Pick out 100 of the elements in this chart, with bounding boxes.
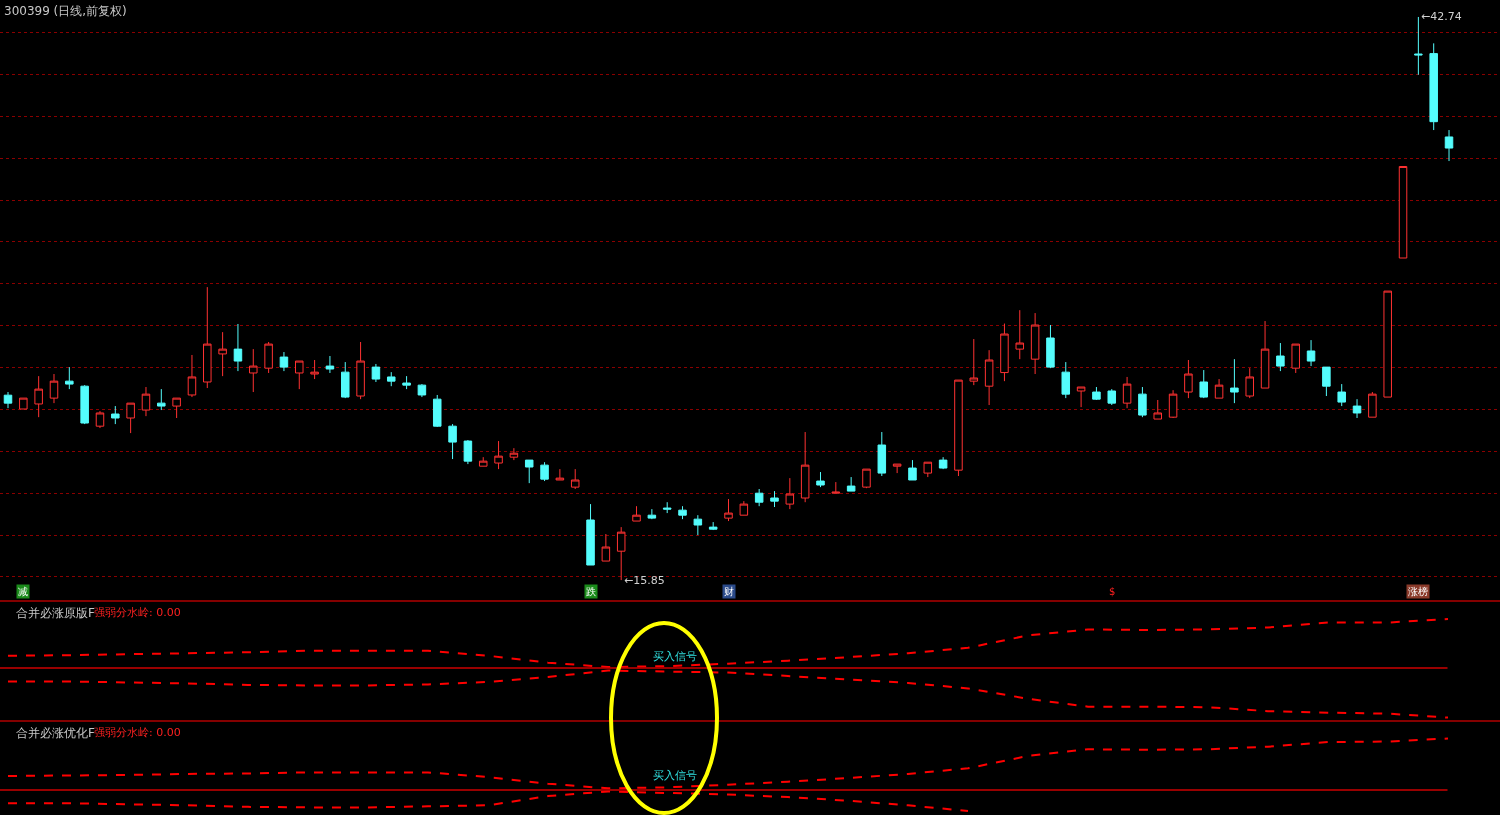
candlestick [34, 375, 43, 418]
candlestick [233, 323, 243, 372]
annotation: ←15.85 [624, 574, 665, 587]
candlestick [908, 459, 917, 481]
annotation: $ [1109, 586, 1116, 597]
candlestick [1444, 129, 1454, 162]
candlestick [371, 363, 381, 383]
candlestick [65, 366, 74, 390]
candlestick [954, 379, 963, 477]
candlestick [279, 351, 289, 372]
candlestick [478, 456, 488, 467]
annotation: 减 [18, 586, 28, 597]
candlestick [1138, 386, 1147, 418]
candlestick [1153, 399, 1163, 420]
candlestick [1184, 359, 1193, 399]
candlestick [157, 388, 166, 411]
candlestick [141, 386, 151, 417]
candlestick [1061, 361, 1071, 399]
candlestick [80, 384, 89, 425]
candlestick [172, 397, 181, 419]
candlestick [1015, 309, 1025, 360]
candlestick [494, 440, 503, 470]
candlestick [739, 500, 749, 516]
candlestick [1337, 383, 1346, 407]
candlestick [632, 505, 641, 522]
candlestick [95, 410, 105, 429]
candlestick [264, 341, 273, 374]
candlestick [616, 526, 626, 581]
chart-title: 合并必涨原版F [16, 606, 95, 620]
candlestick [524, 459, 534, 484]
candlestick [800, 431, 810, 503]
candlestick [463, 439, 473, 465]
candlestick [1291, 343, 1300, 374]
candlestick [1000, 323, 1009, 382]
candlestick [570, 468, 580, 490]
candlestick [295, 360, 304, 390]
candlestick [1168, 389, 1178, 419]
candlestick [432, 394, 442, 428]
candlestick [3, 391, 13, 409]
candlestick [1368, 391, 1377, 418]
candlestick [555, 468, 565, 481]
annotation: 涨榜 [1408, 586, 1428, 597]
candlestick [1230, 358, 1239, 404]
candlestick [877, 431, 887, 477]
annotation: 买入信号 [653, 650, 697, 663]
candlestick [1122, 376, 1132, 409]
candlestick [386, 371, 396, 387]
candlestick [938, 456, 948, 470]
candlestick [325, 355, 335, 374]
candlestick [1199, 369, 1208, 399]
candlestick [693, 514, 703, 536]
candlestick [586, 503, 595, 566]
candlestick [49, 373, 59, 404]
candlestick [448, 423, 457, 460]
chart-title: 300399 (日线,前复权) [4, 4, 127, 18]
annotation: 跌 [586, 586, 596, 597]
candlestick [969, 338, 979, 386]
candlestick [1245, 367, 1254, 399]
candlestick [1414, 16, 1423, 76]
candlestick [203, 286, 212, 389]
candlestick [187, 354, 197, 398]
candlestick [724, 498, 733, 522]
chart-title: 合并必涨优化F [16, 726, 95, 740]
candlestick [1030, 312, 1040, 375]
candlestick [1429, 42, 1438, 131]
candlestick [1383, 290, 1392, 398]
candlestick [1092, 386, 1101, 401]
chart-subtitle: 强弱分水岭: 0.00 [94, 726, 181, 739]
candlestick [662, 501, 672, 514]
candlestick [341, 361, 350, 399]
candlestick [249, 348, 258, 393]
annotation: ←42.74 [1421, 10, 1462, 23]
candlestick [984, 349, 994, 406]
candlestick [862, 468, 871, 489]
candlestick [402, 375, 411, 390]
candlestick [831, 481, 841, 494]
candlestick [678, 505, 687, 520]
candlestick [601, 533, 611, 562]
candlestick [892, 463, 902, 474]
candlestick [647, 508, 657, 520]
candlestick [923, 461, 933, 478]
candlestick [1276, 342, 1285, 372]
candlestick [1046, 324, 1055, 369]
candlestick [1398, 165, 1408, 259]
candlestick [1352, 398, 1362, 419]
candlestick [1260, 320, 1270, 389]
candlestick [770, 490, 779, 508]
candlestick [218, 331, 227, 377]
candlestick [310, 359, 319, 380]
candlestick [1322, 366, 1331, 397]
candlestick [417, 383, 427, 398]
candlestick [509, 447, 519, 461]
candlestick [19, 397, 28, 410]
candlestick [1076, 386, 1086, 408]
candlestick [708, 521, 718, 531]
candlestick [1214, 378, 1224, 399]
annotation: 财 [724, 586, 734, 597]
candlestick [126, 402, 135, 434]
candlestick [754, 488, 764, 507]
candlestick [1107, 388, 1117, 406]
